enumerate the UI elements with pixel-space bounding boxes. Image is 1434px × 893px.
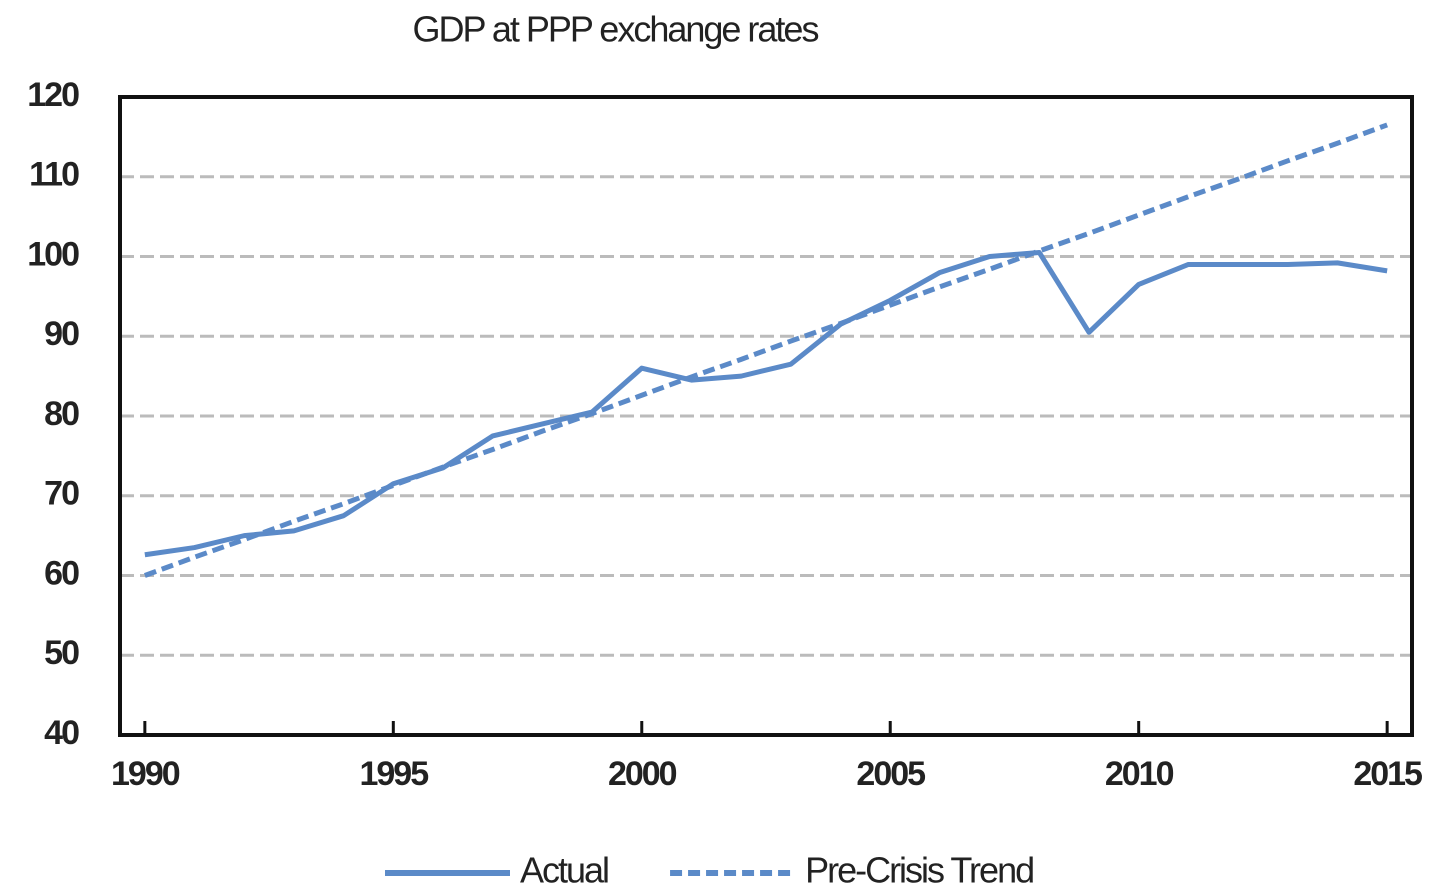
x-tick-label: 1995 (359, 755, 428, 793)
x-tick-label: 2015 (1353, 755, 1422, 793)
x-tick-label: 2000 (608, 755, 677, 793)
x-tick-label: 2005 (856, 755, 925, 793)
series-line (143, 122, 1389, 578)
y-tick-label: 70 (44, 475, 79, 513)
y-tick-label: 120 (27, 76, 79, 114)
y-tick-label: 110 (29, 156, 79, 194)
series-line (144, 250, 1388, 558)
legend-label: Pre-Crisis Trend (805, 850, 1033, 891)
chart-title: GDP at PPP exchange rates (413, 9, 819, 50)
legend-label: Actual (520, 850, 608, 891)
y-tick-label: 80 (44, 395, 79, 433)
y-tick-label: 90 (44, 315, 79, 353)
y-tick-label: 40 (44, 714, 79, 752)
plot-frame (118, 95, 1414, 737)
y-tick-label: 60 (44, 554, 79, 592)
y-tick-label: 50 (44, 634, 79, 672)
x-tick-label: 2010 (1105, 755, 1174, 793)
x-tick-label: 1990 (111, 755, 180, 793)
y-tick-label: 100 (27, 235, 79, 273)
